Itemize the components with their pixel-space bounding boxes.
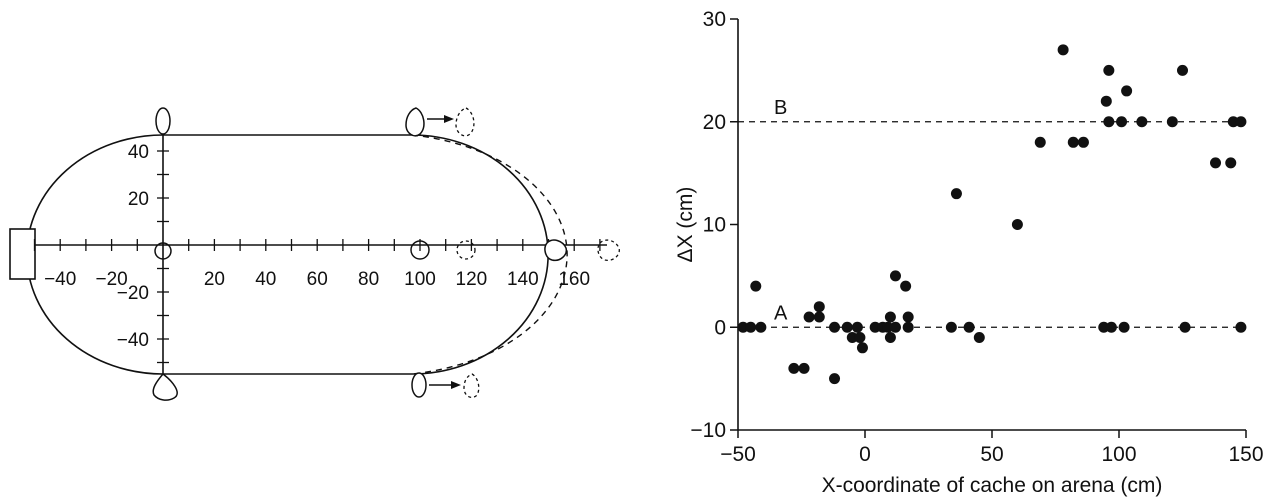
- data-point: [755, 321, 767, 333]
- cache-landmark-100: [410, 240, 430, 260]
- data-point: [846, 332, 858, 344]
- x-tick-label: −50: [720, 443, 756, 466]
- data-point: [1103, 64, 1115, 76]
- data-point: [1235, 116, 1247, 128]
- x-axis-title: X-coordinate of cache on arena (cm): [822, 474, 1163, 497]
- arena-x-tick-label: 160: [558, 269, 590, 290]
- arena-x-tick-label: −40: [44, 269, 76, 290]
- shift-arrowhead-top: [444, 115, 454, 123]
- data-point: [1166, 116, 1178, 128]
- data-point: [1077, 136, 1089, 148]
- data-point: [869, 321, 881, 333]
- arena-x-tick-label: 120: [456, 269, 488, 290]
- data-point: [813, 311, 825, 323]
- arena-diagram: −40 −20 20 40 60 80 100 120 140 160 40 20 −20 −40: [9, 107, 620, 401]
- data-point: [1011, 219, 1023, 230]
- data-point: [902, 321, 914, 333]
- data-point: [889, 321, 901, 333]
- arena-y-tick-label: 40: [128, 142, 149, 163]
- reference-line-label: A: [774, 302, 788, 324]
- data-point: [1105, 321, 1117, 333]
- arena-outline: [26, 134, 549, 375]
- data-point: [1136, 116, 1148, 128]
- arena-x-tick-label: 100: [404, 269, 436, 290]
- x-tick-label: 150: [1228, 443, 1263, 466]
- data-point: [900, 280, 912, 292]
- reference-line-label: B: [774, 97, 787, 119]
- data-point: [803, 311, 815, 323]
- data-point: [1034, 136, 1046, 148]
- data-point: [889, 270, 901, 282]
- arena-x-tick-label: 60: [307, 269, 328, 290]
- data-point: [856, 342, 868, 354]
- y-tick-label: 30: [703, 8, 726, 31]
- origin-landmark: [154, 242, 172, 260]
- arena-x-tick-label: 140: [507, 269, 539, 290]
- landmark-bottom-left: [152, 372, 178, 401]
- arena-x-tick-label: 40: [255, 269, 276, 290]
- data-point: [884, 311, 896, 323]
- data-point: [963, 321, 975, 333]
- arena-x-tick-label: −20: [95, 269, 127, 290]
- data-point: [882, 321, 894, 333]
- arena-x-tick-label: 80: [358, 269, 379, 290]
- data-point: [745, 321, 757, 333]
- data-point: [829, 321, 841, 333]
- data-point: [1067, 136, 1079, 148]
- data-point: [1103, 116, 1115, 128]
- y-tick-label: −10: [690, 419, 726, 442]
- shifted-landmark-right-end: [597, 239, 620, 261]
- data-point: [950, 188, 962, 200]
- scatter-chart: −50 0 50 100 150 −10 0 10 20 30 A B X-coordinate …: [674, 8, 1264, 497]
- data-point: [851, 321, 863, 333]
- data-point: [737, 321, 749, 333]
- data-point: [1235, 321, 1247, 333]
- data-point: [1225, 157, 1237, 169]
- cache-landmark-120: [456, 240, 476, 260]
- shift-arrowhead-bottom: [451, 381, 461, 389]
- data-point: [854, 332, 866, 344]
- y-axis-title: ΔX (cm): [674, 187, 697, 263]
- x-tick-label: 50: [980, 443, 1003, 466]
- data-point: [841, 321, 853, 333]
- data-point: [1177, 64, 1188, 76]
- data-point: [1227, 116, 1239, 128]
- arena-y-tick-label: −20: [117, 283, 149, 304]
- y-tick-label: 0: [714, 316, 726, 339]
- data-point: [1118, 321, 1130, 333]
- data-point: [798, 362, 810, 374]
- y-tick-label: 10: [703, 214, 726, 237]
- x-tick-label: 100: [1101, 443, 1136, 466]
- data-point: [1179, 321, 1191, 333]
- data-point: [973, 332, 985, 344]
- data-point: [1210, 157, 1222, 169]
- data-point: [1057, 44, 1069, 56]
- data-point: [813, 301, 825, 313]
- landmark-bottom-right: [411, 372, 427, 398]
- data-point: [1121, 85, 1133, 97]
- data-point: [750, 280, 762, 292]
- landmark-top-left: [155, 107, 171, 135]
- landmark-top-right: [405, 107, 425, 137]
- data-point: [1098, 321, 1110, 333]
- arena-x-tick-label: 20: [204, 269, 225, 290]
- arena-y-tick-label: −40: [117, 330, 149, 351]
- shifted-landmark-bottom-right: [463, 373, 480, 399]
- data-point: [1116, 116, 1128, 128]
- data-point: [902, 311, 914, 323]
- landmark-right-end: [544, 239, 568, 262]
- start-box: [9, 228, 36, 280]
- data-point: [829, 373, 841, 385]
- data-point: [1100, 95, 1112, 107]
- y-tick-label: 20: [703, 111, 726, 134]
- arena-y-tick-label: 20: [128, 189, 149, 210]
- data-point: [884, 332, 896, 344]
- data-point: [945, 321, 957, 333]
- shifted-landmark-top-right: [455, 107, 475, 137]
- x-tick-label: 0: [859, 443, 871, 466]
- data-point: [788, 362, 800, 374]
- shifted-arena-outline: [411, 134, 568, 375]
